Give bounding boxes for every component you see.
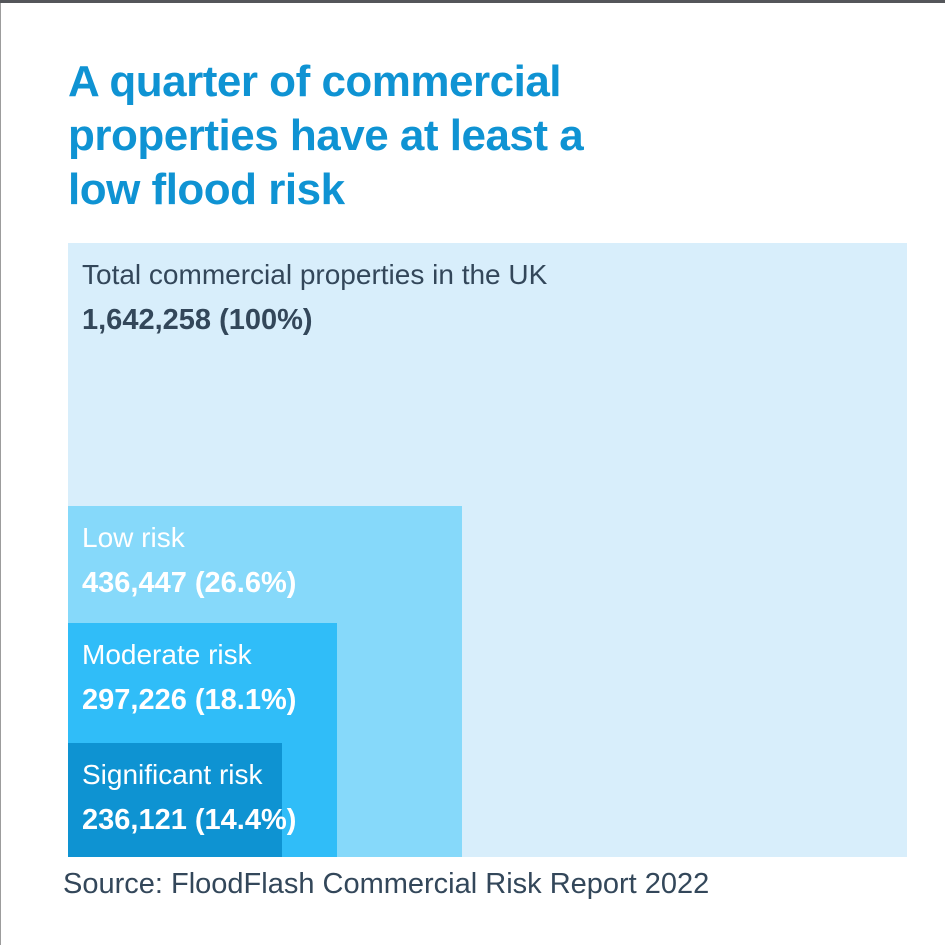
low-risk-label: Low risk — [82, 522, 185, 553]
significant-risk-label: Significant risk — [82, 759, 263, 790]
total-properties-label: Total commercial properties in the UK — [82, 259, 548, 290]
source-attribution: Source: FloodFlash Commercial Risk Repor… — [63, 868, 710, 900]
window-left-edge — [0, 3, 1, 945]
chart-title-line-1: A quarter of commercial — [68, 57, 562, 106]
significant-risk-rect: Significant risk 236,121 (14.4%) — [68, 743, 296, 857]
moderate-risk-value: 297,226 (18.1%) — [82, 684, 297, 716]
chart-title: A quarter of commercial properties have … — [68, 55, 828, 217]
total-properties-value: 1,642,258 (100%) — [82, 304, 313, 336]
window-top-edge — [0, 0, 945, 3]
low-risk-value: 436,447 (26.6%) — [82, 567, 297, 599]
chart-title-line-3: low flood risk — [68, 165, 345, 214]
nested-rectangle-chart: Total commercial properties in the UK 1,… — [68, 243, 907, 857]
moderate-risk-label: Moderate risk — [82, 639, 252, 670]
significant-risk-value: 236,121 (14.4%) — [82, 804, 297, 836]
chart-title-line-2: properties have at least a — [68, 111, 584, 160]
